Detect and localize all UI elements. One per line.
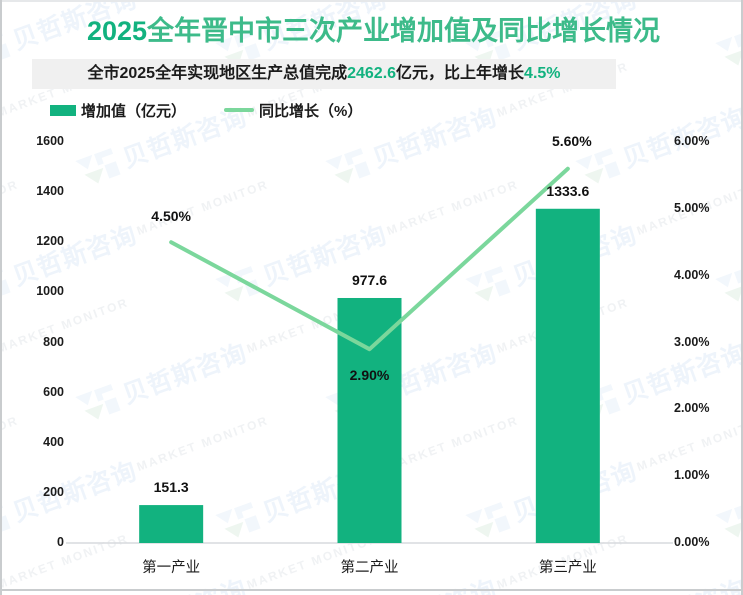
bottom-divider: [2, 589, 741, 591]
y-axis-left-tick: 600: [43, 384, 64, 399]
x-axis-category-label: 第三产业: [538, 560, 597, 576]
x-axis-category-label: 第二产业: [340, 560, 399, 576]
legend-item-bar[interactable]: 增加值（亿元）: [50, 100, 186, 121]
y-axis-left-tick: 200: [43, 484, 64, 499]
growth-value-label: 4.50%: [151, 208, 191, 225]
bar-2[interactable]: [337, 297, 402, 543]
chart-title-accent: 2025: [86, 16, 148, 46]
watermark-text-cn: 贝哲斯咨询: [619, 575, 741, 595]
y-axis-left-tick: 400: [43, 434, 64, 449]
y-axis-right-tick: 4.00%: [674, 267, 710, 282]
subtitle-growth-value: 4.5%: [524, 65, 561, 82]
legend-line-swatch-icon: [224, 108, 255, 112]
y-axis-right-tick: 0.00%: [674, 535, 710, 549]
y-axis-right-tick: 2.00%: [674, 401, 710, 416]
bar-3[interactable]: [535, 208, 600, 543]
y-axis-left-tick: 1400: [36, 184, 64, 199]
bar-value-label: 151.3: [153, 479, 189, 496]
plot-svg: [66, 166, 673, 544]
chart-subtitle: 全市2025全年实现地区生产总值完成2462.6亿元，比上年增长4.5%: [32, 59, 616, 89]
chart-title: 2025全年晋中市三次产业增加值及同比增长情况: [2, 14, 741, 48]
subtitle-text-lead: 全市2025全年实现地区生产总值完成: [87, 65, 348, 82]
bar-1[interactable]: [139, 505, 204, 543]
y-axis-right-tick: 3.00%: [674, 334, 710, 349]
legend-item-bar-label: 增加值（亿元）: [81, 102, 187, 120]
subtitle-band: [32, 59, 616, 89]
y-axis-right-tick: 6.00%: [674, 134, 710, 148]
legend-bar-swatch-icon: [50, 104, 76, 116]
y-axis-left-tick: 1000: [36, 284, 64, 299]
growth-value-label: 2.90%: [349, 367, 390, 384]
y-axis-left-tick: 1200: [36, 234, 64, 249]
subtitle-text-mid: 亿元，比上年增长: [396, 65, 525, 82]
chart-title-rest: 全年晋中市三次产业增加值及同比增长情况: [147, 16, 661, 46]
legend-item-line[interactable]: 同比增长（%）: [224, 100, 362, 121]
y-axis-left-tick: 1600: [36, 134, 64, 148]
legend-item-line-label: 同比增长（%）: [259, 102, 363, 120]
y-axis-right-tick: 5.00%: [674, 200, 710, 215]
top-divider: [2, 0, 741, 2]
chart-legend: 增加值（亿元） 同比增长（%）: [50, 98, 400, 122]
plot-area: [2, 128, 741, 548]
subtitle-gdp-value: 2462.6: [347, 65, 397, 82]
y-axis-left-tick: 0: [57, 535, 64, 549]
bar-value-label: 1333.6: [546, 182, 590, 199]
growth-value-label: 5.60%: [551, 132, 592, 149]
watermark-text-cn: 贝哲斯咨询: [369, 575, 501, 595]
bar-value-label: 977.6: [351, 271, 388, 288]
y-axis-left-tick: 800: [43, 334, 64, 349]
x-axis-category-label: 第一产业: [142, 560, 201, 576]
watermark-text-cn: 贝哲斯咨询: [119, 575, 251, 595]
y-axis-right-tick: 1.00%: [674, 468, 710, 483]
